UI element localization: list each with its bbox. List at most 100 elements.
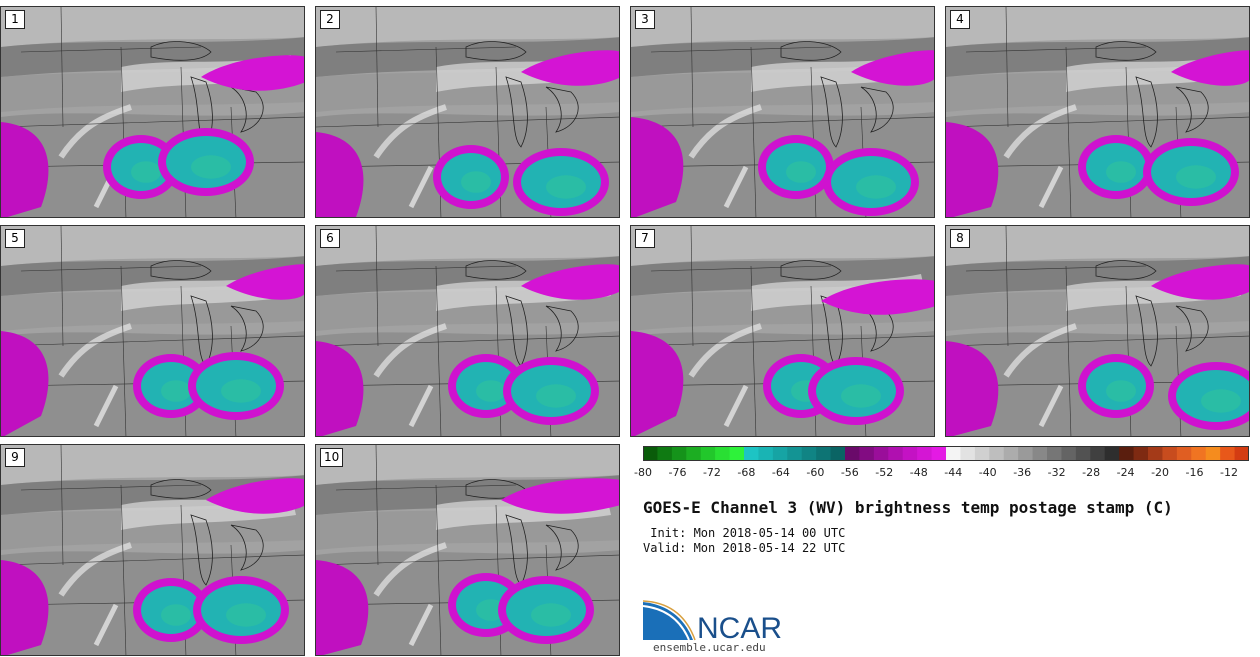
colorbar-tick-label: -28 (1082, 466, 1101, 479)
valid-time: Valid: Mon 2018-05-14 22 UTC (643, 541, 846, 555)
colorbar-tick-label: -44 (944, 466, 963, 479)
colorbar-swatch (1047, 446, 1062, 460)
colorbar-tick-label: -60 (806, 466, 825, 479)
colorbar-swatch (1090, 446, 1106, 460)
colorbar-tick-label: -56 (840, 466, 859, 479)
wv-map (316, 7, 619, 217)
colorbar-tick-label: -48 (909, 466, 928, 479)
panel-label: 9 (5, 448, 25, 467)
colorbar-swatch (1162, 446, 1178, 460)
colorbar-swatch (671, 446, 687, 460)
colorbar-swatch (1148, 446, 1163, 460)
colorbar-swatch (1018, 446, 1034, 460)
colorbar-swatch (1075, 446, 1091, 460)
cold-cloud-region (316, 341, 364, 436)
lake-outline (150, 479, 212, 499)
cold-cloud-region (946, 341, 999, 436)
lake-outline (150, 260, 212, 280)
storm-core-inner (161, 380, 191, 402)
storm-core-inner (476, 380, 506, 402)
cold-cloud-band (521, 264, 619, 300)
colorbar-swatch (902, 446, 918, 460)
colorbar-tick-label: -36 (1013, 466, 1032, 479)
cold-cloud-region (1, 122, 49, 217)
colorbar-swatch (1205, 446, 1221, 460)
lake-outline (1175, 86, 1209, 133)
lake-outline (465, 260, 527, 280)
colorbar-swatch (816, 446, 832, 460)
panel-label: 8 (950, 229, 970, 248)
colorbar-swatch (1176, 446, 1192, 460)
colorbar-tick-label: -68 (737, 466, 756, 479)
lake-outline (860, 86, 894, 133)
colorbar-swatch (845, 446, 860, 460)
storm-core-inner (856, 175, 896, 199)
lake-outline (545, 86, 579, 133)
stamp-panel-10: 10 (315, 444, 620, 656)
colorbar-swatch (873, 446, 889, 460)
colorbar-swatch (1133, 446, 1149, 460)
cold-cloud-band (851, 50, 934, 86)
lake-outline (230, 305, 264, 352)
storm-core-inner (531, 603, 571, 627)
colorbar-swatch (974, 446, 990, 460)
storm-core-inner (841, 384, 881, 408)
colorbar-tick-label: -16 (1185, 466, 1204, 479)
logo-text: NCAR (697, 612, 782, 642)
lake-outline (860, 305, 894, 352)
colorbar-tick-label: -80 (634, 466, 652, 479)
storm-core-inner (161, 604, 191, 626)
panel-label: 3 (635, 10, 655, 29)
colorbar-swatch (772, 446, 788, 460)
lake-outline (230, 86, 264, 133)
colorbar-tick-label: -40 (978, 466, 997, 479)
cold-cloud-band (226, 264, 304, 300)
stamp-panel-3: 3 (630, 6, 935, 218)
colorbar-tick-label: -24 (1116, 466, 1135, 479)
cold-cloud-region (631, 117, 684, 217)
lake-outline (465, 41, 527, 61)
storm-core-inner (131, 161, 161, 183)
panel-label: 6 (320, 229, 340, 248)
colorbar-swatch (888, 446, 904, 460)
storm-core-inner (221, 379, 261, 403)
colorbar-tick-label: -20 (1151, 466, 1170, 479)
panel-label: 1 (5, 10, 25, 29)
stamp-panel-1: 1 (0, 6, 305, 218)
colorbar-swatch (1104, 446, 1120, 460)
wv-map (631, 226, 934, 436)
cold-cloud-region (316, 560, 369, 655)
lake-outline (780, 260, 842, 280)
stamp-panel-8: 8 (945, 225, 1250, 437)
colorbar-swatch (1003, 446, 1019, 460)
wv-map (946, 7, 1249, 217)
colorbar-swatch (917, 446, 933, 460)
colorbar-ticks: -80 -76 -72 -68 -64 -60 -56 -52 -48 -44 -40 -36 -32 -… (634, 466, 1249, 482)
panel-label: 2 (320, 10, 340, 29)
colorbar-swatch (1119, 446, 1135, 460)
colorbar-swatch (1061, 446, 1077, 460)
colorbar-tick-label: -64 (771, 466, 790, 479)
wv-map (1, 445, 304, 655)
colorbar-swatch (744, 446, 759, 460)
storm-core-inner (786, 161, 816, 183)
cold-cloud-band (1171, 50, 1249, 86)
storm-core-inner (536, 384, 576, 408)
storm-core-inner (1176, 165, 1216, 189)
storm-core-inner (191, 155, 231, 179)
lake-outline (1135, 76, 1158, 148)
lake-outline (780, 41, 842, 61)
colorbar-swatch (1191, 446, 1207, 460)
ncar-logo: NCAR (643, 600, 782, 642)
cold-cloud-band (206, 478, 304, 514)
storm-core-inner (546, 175, 586, 199)
cold-cloud-region (946, 122, 999, 217)
stamp-panel-6: 6 (315, 225, 620, 437)
logo-url: ensemble.ucar.edu (653, 641, 766, 654)
lake-outline (820, 76, 843, 148)
cold-cloud-region (631, 331, 684, 436)
panel-label: 5 (5, 229, 25, 248)
stamp-panel-9: 9 (0, 444, 305, 656)
cold-cloud-band (1151, 264, 1249, 300)
cold-cloud-band (521, 50, 619, 86)
